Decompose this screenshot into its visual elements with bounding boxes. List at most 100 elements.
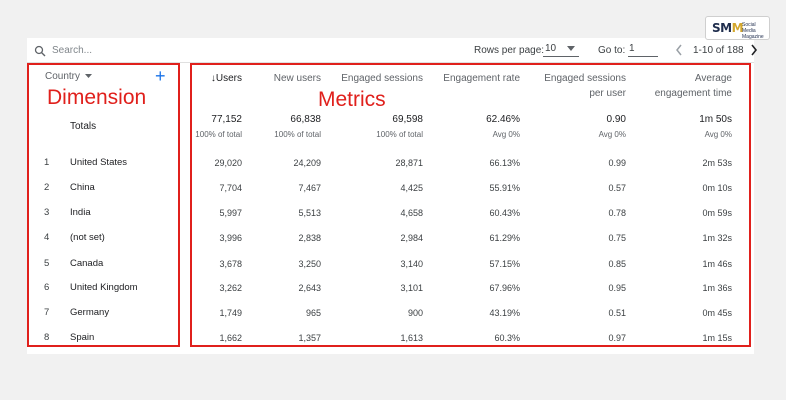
brand-logo: SMM Social Media Magazine xyxy=(705,16,770,40)
row-metric-cell: 3,262 xyxy=(219,283,242,293)
column-header-average-engagement-time[interactable]: Average engagement time xyxy=(654,73,732,99)
row-metric-cell: 3,101 xyxy=(400,283,423,293)
row-metric-cell: 4,658 xyxy=(400,208,423,218)
row-country-name[interactable]: United Kingdom xyxy=(70,282,138,293)
row-country-name[interactable]: India xyxy=(70,207,91,218)
row-metric-cell: 28,871 xyxy=(395,158,423,168)
row-metric-cell: 24,209 xyxy=(293,158,321,168)
totals-subtext: Avg 0% xyxy=(598,130,626,139)
row-metric-cell: 60.43% xyxy=(489,208,520,218)
totals-value: 1m 50s xyxy=(699,114,732,125)
row-metric-cell: 1,749 xyxy=(219,308,242,318)
sort-arrow-down-icon: ↓ xyxy=(210,73,216,84)
row-metric-cell: 2m 53s xyxy=(702,158,732,168)
chevron-right-icon[interactable] xyxy=(750,44,758,56)
column-header-new-users[interactable]: New users xyxy=(273,73,321,84)
metrics-highlight-box xyxy=(190,63,751,347)
metrics-annotation: Metrics xyxy=(318,88,386,111)
totals-subtext: 100% of total xyxy=(195,130,242,139)
totals-subtext: Avg 0% xyxy=(704,130,732,139)
row-metric-cell: 0m 10s xyxy=(702,183,732,193)
row-metric-cell: 0.78 xyxy=(608,208,626,218)
row-country-name[interactable]: United States xyxy=(70,157,128,168)
row-metric-cell: 2,838 xyxy=(298,233,321,243)
totals-value: 69,598 xyxy=(392,114,423,125)
row-metric-cell: 2,643 xyxy=(298,283,321,293)
dimension-header-label: Country xyxy=(45,71,81,82)
row-country-name[interactable]: Canada xyxy=(70,258,104,269)
row-country-name[interactable]: Germany xyxy=(70,307,110,318)
dimension-highlight-box xyxy=(27,63,180,347)
row-metric-cell: 7,467 xyxy=(298,183,321,193)
row-index: 2 xyxy=(44,182,50,193)
row-metric-cell: 61.29% xyxy=(489,233,520,243)
row-index: 6 xyxy=(44,282,50,293)
row-metric-cell: 0m 59s xyxy=(702,208,732,218)
rows-per-page-select[interactable]: 10 xyxy=(545,43,557,54)
row-metric-cell: 0.97 xyxy=(608,333,626,343)
row-metric-cell: 1m 46s xyxy=(702,259,732,269)
row-metric-cell: 5,997 xyxy=(219,208,242,218)
row-metric-cell: 3,250 xyxy=(298,259,321,269)
row-metric-cell: 3,678 xyxy=(219,259,242,269)
row-metric-cell: 1m 15s xyxy=(702,333,732,343)
row-index: 5 xyxy=(44,258,50,269)
totals-value: 66,838 xyxy=(290,114,321,125)
search-input[interactable]: Search... xyxy=(52,45,93,56)
goto-page-input[interactable]: 1 xyxy=(629,43,635,54)
row-metric-cell: 1,662 xyxy=(219,333,242,343)
row-metric-cell: 0.51 xyxy=(608,308,626,318)
row-metric-cell: 2,984 xyxy=(400,233,423,243)
chevron-left-icon[interactable] xyxy=(675,44,683,56)
chevron-down-icon[interactable] xyxy=(567,46,575,52)
rows-per-page-label: Rows per page: xyxy=(474,45,545,56)
row-country-name[interactable]: Spain xyxy=(70,332,95,343)
row-country-name[interactable]: China xyxy=(70,182,95,193)
row-index: 1 xyxy=(44,157,50,168)
logo-tagline: Social Media Magazine xyxy=(742,22,764,40)
totals-value: 0.90 xyxy=(606,114,626,125)
row-metric-cell: 55.91% xyxy=(489,183,520,193)
totals-subtext: 100% of total xyxy=(376,130,423,139)
rows-per-page-underline xyxy=(543,56,579,57)
row-metric-cell: 5,513 xyxy=(298,208,321,218)
row-metric-cell: 4,425 xyxy=(400,183,423,193)
goto-underline xyxy=(628,56,658,57)
row-country-name[interactable]: (not set) xyxy=(70,232,105,243)
row-metric-cell: 7,704 xyxy=(219,183,242,193)
row-metric-cell: 965 xyxy=(305,308,321,318)
row-metric-cell: 900 xyxy=(407,308,423,318)
column-header-users[interactable]: ↓Users xyxy=(192,71,242,86)
column-header-label: Users xyxy=(215,73,242,84)
search-icon[interactable] xyxy=(34,45,46,57)
totals-subtext: 100% of total xyxy=(274,130,321,139)
row-index: 4 xyxy=(44,232,50,243)
column-header-engaged-sessions-per-user[interactable]: Engaged sessions per user xyxy=(544,73,626,99)
caret-down-icon[interactable] xyxy=(84,73,92,79)
row-index: 8 xyxy=(44,332,50,343)
row-metric-cell: 0.57 xyxy=(608,183,626,193)
toolbar-divider xyxy=(27,62,754,63)
row-metric-cell: 57.15% xyxy=(489,259,520,269)
report-panel xyxy=(27,38,754,354)
row-index: 3 xyxy=(44,207,50,218)
logo-prefix: SM xyxy=(712,21,732,35)
row-metric-cell: 29,020 xyxy=(214,158,242,168)
column-header-engaged-sessions[interactable]: Engaged sessions xyxy=(341,73,423,84)
totals-subtext: Avg 0% xyxy=(492,130,520,139)
row-metric-cell: 0.85 xyxy=(608,259,626,269)
row-metric-cell: 0m 45s xyxy=(702,308,732,318)
add-dimension-icon[interactable]: + xyxy=(155,66,166,86)
row-metric-cell: 0.75 xyxy=(608,233,626,243)
logo-suffix: M xyxy=(731,21,744,35)
totals-value: 77,152 xyxy=(211,114,242,125)
column-header-engagement-rate[interactable]: Engagement rate xyxy=(443,73,520,84)
row-metric-cell: 60.3% xyxy=(494,333,520,343)
row-metric-cell: 1,613 xyxy=(400,333,423,343)
pagination-range: 1-10 of 188 xyxy=(693,45,744,56)
dimension-header[interactable]: Country xyxy=(45,71,92,82)
row-index: 7 xyxy=(44,307,50,318)
row-metric-cell: 3,996 xyxy=(219,233,242,243)
row-metric-cell: 67.96% xyxy=(489,283,520,293)
row-metric-cell: 1m 32s xyxy=(702,233,732,243)
